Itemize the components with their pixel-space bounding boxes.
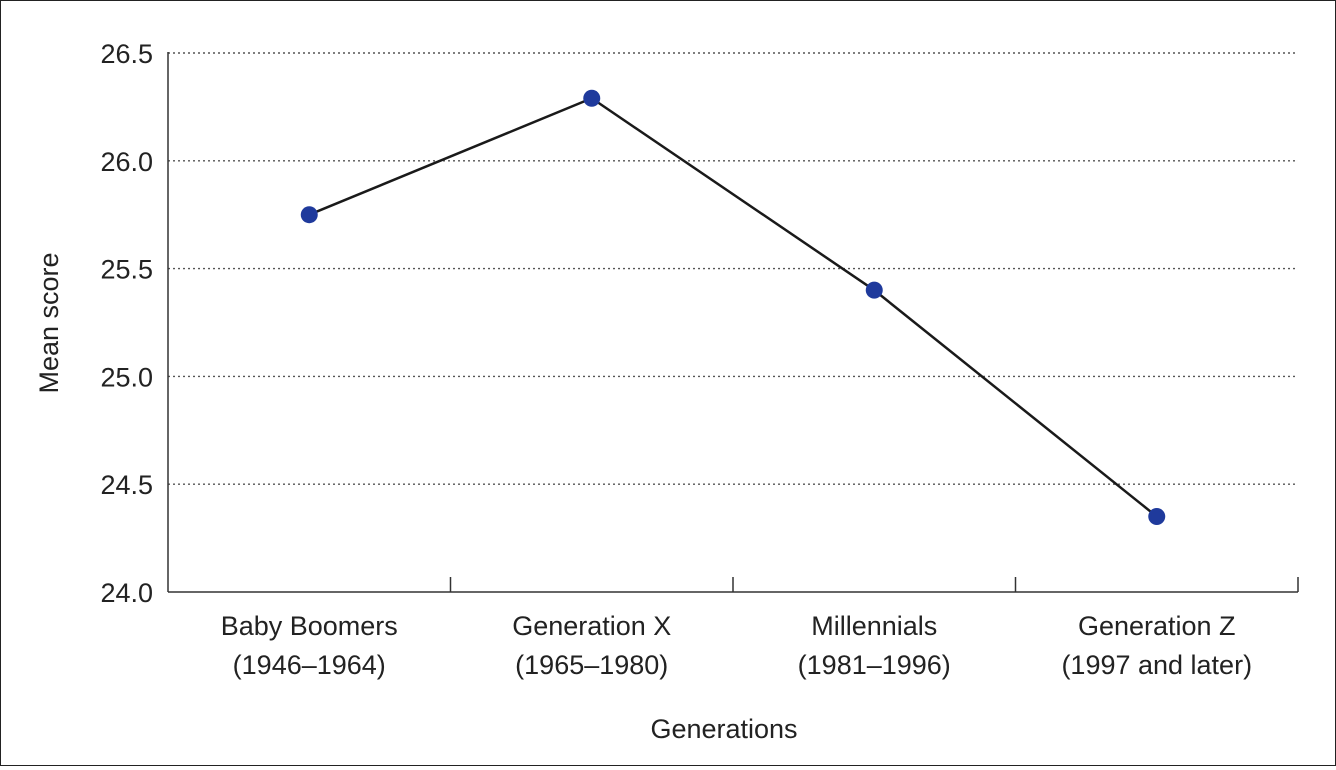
x-tick-label: Millennials (1981–1996): [798, 611, 951, 680]
y-axis-label: Mean score: [34, 252, 64, 393]
y-tick-label: 25.0: [100, 362, 153, 392]
x-axis-label: Generations: [650, 714, 797, 744]
data-point: [865, 281, 883, 299]
x-tick-label: Generation X (1965–1980): [512, 611, 671, 680]
y-tick-label: 24.5: [100, 470, 153, 500]
data-point: [1148, 508, 1166, 526]
gridlines: [168, 52, 1298, 485]
y-tick-label: 25.5: [100, 255, 153, 285]
x-tick-label: Baby Boomers (1946–1964): [221, 611, 398, 680]
x-tick-labels: Baby Boomers (1946–1964) Generation X (1965…: [221, 611, 1252, 680]
data-point: [583, 89, 601, 107]
y-tick-label: 26.5: [100, 39, 153, 69]
axes: [167, 52, 1299, 593]
series-line: [308, 97, 1158, 518]
y-tick-label: 24.0: [100, 578, 153, 608]
series: [300, 89, 1166, 526]
y-tick-labels: 24.0 24.5 25.0 25.5 26.0 26.5: [100, 39, 153, 608]
x-tick-label: Generation Z (1997 and later): [1061, 611, 1252, 680]
data-point: [300, 206, 318, 224]
y-tick-label: 26.0: [100, 147, 153, 177]
